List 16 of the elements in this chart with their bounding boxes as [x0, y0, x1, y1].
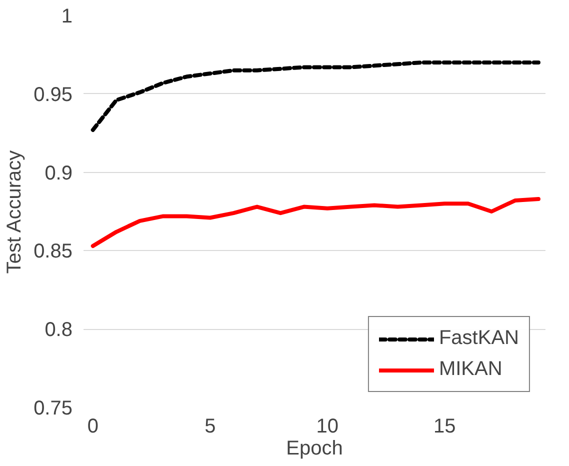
x-tick-label: 5: [204, 416, 216, 438]
legend-label: MIKAN: [438, 358, 502, 381]
y-tick-label: 1: [61, 6, 72, 28]
y-tick-label: 0.9: [44, 162, 73, 184]
y-tick-label: 0.8: [44, 319, 73, 342]
legend-label: FastKAN: [438, 327, 519, 350]
x-tick-label: 0: [87, 416, 98, 438]
x-tick-label: 10: [316, 416, 339, 438]
y-tick-label: 0.85: [34, 240, 73, 263]
x-tick-label: 15: [434, 416, 456, 438]
y-tick-label: 0.75: [34, 398, 73, 420]
x-axis-title: Epoch: [286, 438, 343, 460]
y-axis-title: Test Accuracy: [4, 150, 26, 274]
line-series: [90, 60, 540, 132]
y-tick-label: 0.95: [34, 84, 73, 106]
line-series: [90, 196, 540, 248]
